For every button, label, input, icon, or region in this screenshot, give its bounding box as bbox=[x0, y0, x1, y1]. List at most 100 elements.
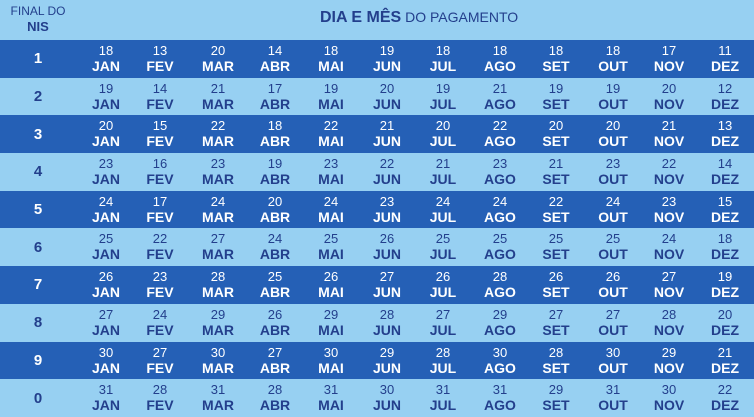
payment-day: 25 bbox=[605, 231, 621, 247]
payment-date-cell: 25 JUL bbox=[415, 228, 471, 266]
payment-date-cell: 20 NOV bbox=[641, 78, 697, 116]
payment-date-cell: 21 NOV bbox=[641, 115, 697, 153]
payment-month: ABR bbox=[259, 246, 291, 263]
payment-day: 28 bbox=[661, 306, 677, 322]
payment-month: SET bbox=[542, 284, 570, 301]
payment-month: OUT bbox=[598, 171, 628, 188]
table-row: 7 26 JAN 23 FEV 28 MAR 25 ABR 26 MAI 27 JUN 26 JUL 28 AG… bbox=[0, 266, 754, 304]
nis-digit: 8 bbox=[33, 314, 43, 332]
payment-day: 24 bbox=[98, 193, 114, 209]
payment-month: JUL bbox=[429, 246, 457, 263]
payment-month: MAI bbox=[318, 321, 344, 338]
payment-month: JUN bbox=[372, 321, 401, 338]
payment-month: MAR bbox=[202, 321, 234, 338]
payment-day: 31 bbox=[98, 382, 114, 398]
payment-month: FEV bbox=[146, 321, 174, 338]
payment-month: JUN bbox=[372, 359, 401, 376]
payment-date-cell: 17 ABR bbox=[247, 78, 303, 116]
payment-month: MAR bbox=[202, 171, 234, 188]
payment-date-cell: 30 MAI bbox=[303, 342, 359, 380]
payment-month: JAN bbox=[91, 246, 120, 263]
nis-digit: 5 bbox=[33, 201, 43, 219]
payment-date-cell: 19 MAI bbox=[303, 78, 359, 116]
payment-date-cell: 24 OUT bbox=[585, 191, 641, 229]
payment-month: AGO bbox=[484, 95, 516, 112]
payment-day: 29 bbox=[210, 306, 226, 322]
payment-date-cell: 29 MAI bbox=[303, 304, 359, 342]
payment-month: DEZ bbox=[711, 284, 739, 301]
payment-date-cell: 26 JUL bbox=[415, 266, 471, 304]
payment-month: NOV bbox=[653, 284, 685, 301]
payment-month: AGO bbox=[484, 321, 516, 338]
payment-month: JUN bbox=[372, 58, 401, 74]
payment-date-cell: 25 MAI bbox=[303, 228, 359, 266]
payment-day: 23 bbox=[152, 269, 168, 285]
payment-month: MAR bbox=[202, 246, 234, 263]
payment-day: 13 bbox=[152, 43, 168, 58]
payment-day: 20 bbox=[267, 193, 283, 209]
payment-date-cell: 27 SET bbox=[528, 304, 584, 342]
payment-date-cell: 26 SET bbox=[528, 266, 584, 304]
payment-month: JUL bbox=[429, 95, 457, 112]
payment-month: AGO bbox=[484, 58, 516, 74]
payment-day: 24 bbox=[152, 306, 168, 322]
payment-date-cell: 29 JUN bbox=[359, 342, 415, 380]
payment-date-cell: 24 MAR bbox=[190, 191, 246, 229]
payment-day: 29 bbox=[548, 382, 564, 398]
payment-date-cell: 27 OUT bbox=[585, 304, 641, 342]
payment-month: JUL bbox=[429, 208, 457, 225]
payment-date-cell: 28 SET bbox=[528, 342, 584, 380]
payment-month: FEV bbox=[146, 359, 174, 376]
payment-month: NOV bbox=[653, 95, 685, 112]
payment-day: 23 bbox=[492, 156, 508, 172]
payment-date-cell: 18 DEZ bbox=[697, 228, 753, 266]
payment-date-cell: 22 AGO bbox=[472, 115, 528, 153]
payment-month: ABR bbox=[259, 284, 291, 301]
payment-month: FEV bbox=[146, 58, 174, 74]
table-row: 2 19 JAN 14 FEV 21 MAR 17 ABR 19 MAI 20 JUN 19 JUL 21 AG… bbox=[0, 77, 754, 116]
payment-month: ABR bbox=[259, 397, 291, 414]
payment-date-cell: 27 NOV bbox=[641, 266, 697, 304]
nis-digit: 2 bbox=[33, 88, 43, 106]
payment-date-cell: 22 DEZ bbox=[697, 379, 753, 417]
payment-day: 20 bbox=[605, 118, 621, 134]
payment-day: 28 bbox=[379, 306, 395, 322]
nis-digit: 4 bbox=[33, 163, 43, 181]
payment-date-cell: 18 JUL bbox=[415, 40, 471, 78]
table-row: 6 25 JAN 22 FEV 27 MAR 24 ABR 25 MAI 26 JUN 25 JUL 25 AG… bbox=[0, 228, 754, 267]
payment-date-cell: 29 AGO bbox=[472, 304, 528, 342]
payment-day: 30 bbox=[323, 344, 339, 360]
nis-digit: 6 bbox=[33, 238, 43, 256]
payment-date-cell: 21 JUN bbox=[359, 115, 415, 153]
payment-day: 18 bbox=[323, 43, 339, 58]
payment-day: 19 bbox=[435, 80, 451, 96]
payment-month: MAI bbox=[318, 359, 344, 376]
payment-day: 27 bbox=[661, 269, 677, 285]
payment-month: DEZ bbox=[711, 208, 739, 225]
payment-month: MAR bbox=[202, 284, 234, 301]
payment-month: SET bbox=[542, 58, 570, 74]
payment-date-cell: 25 ABR bbox=[247, 266, 303, 304]
payment-day: 30 bbox=[492, 344, 508, 360]
payment-day: 22 bbox=[492, 118, 508, 134]
payment-date-cell: 23 MAR bbox=[190, 153, 246, 191]
payment-month: JAN bbox=[91, 397, 120, 414]
payment-date-cell: 14 ABR bbox=[247, 40, 303, 78]
payment-day: 26 bbox=[323, 269, 339, 285]
payment-day: 29 bbox=[492, 306, 508, 322]
title-bold: DIA E MÊS bbox=[320, 9, 402, 26]
payment-date-cell: 26 JAN bbox=[78, 266, 134, 304]
payment-date-cell: 25 SET bbox=[528, 228, 584, 266]
payment-month: JAN bbox=[91, 359, 120, 376]
payment-month: JUN bbox=[372, 208, 401, 225]
payment-day: 22 bbox=[661, 156, 677, 172]
payment-month: MAI bbox=[318, 95, 344, 112]
payment-date-cell: 24 AGO bbox=[472, 191, 528, 229]
payment-date-cell: 20 JUL bbox=[415, 115, 471, 153]
payment-day: 23 bbox=[98, 156, 114, 172]
payment-day: 22 bbox=[548, 193, 564, 209]
payment-month: OUT bbox=[598, 321, 628, 338]
payment-month: JAN bbox=[91, 95, 120, 112]
payment-date-cell: 29 SET bbox=[528, 379, 584, 417]
payment-date-cell: 30 JAN bbox=[78, 342, 134, 380]
